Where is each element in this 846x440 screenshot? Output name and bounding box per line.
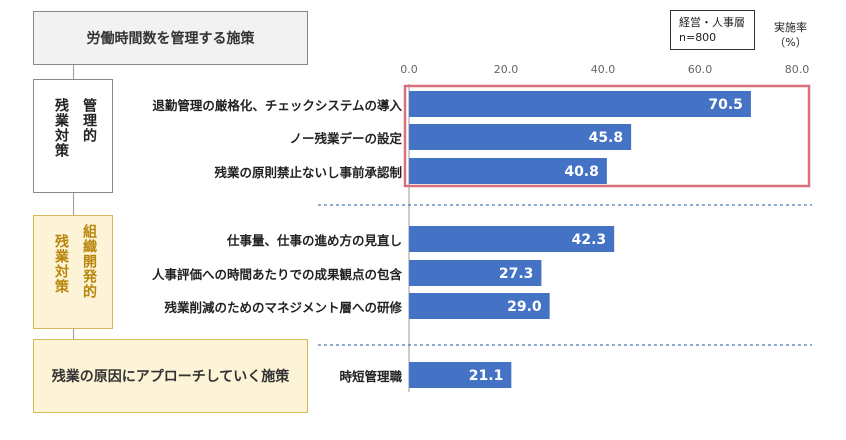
bar-value-label: 42.3 — [572, 232, 607, 248]
highlight-frame — [403, 84, 811, 188]
bar-value-label: 40.8 — [564, 164, 599, 180]
bar — [409, 293, 550, 319]
connector-line — [73, 193, 74, 215]
bar — [409, 158, 607, 184]
category-label: 人事評価への時間あたりでの成果観点の包含 — [151, 267, 402, 282]
bar — [409, 226, 615, 252]
unit-line-1: 実施率 — [774, 21, 807, 34]
unit-label: 実施率 （%） — [774, 20, 807, 50]
management-label-inner: 管理的 — [81, 98, 97, 143]
organizational-label-inner: 組織開発的 — [81, 224, 97, 299]
bar — [409, 362, 512, 388]
management-group-box: 管理的 残業対策 — [33, 79, 113, 193]
category-label: ノー残業デーの設定 — [289, 131, 402, 146]
unit-line-2: （%） — [774, 36, 807, 49]
x-tick-label: 20.0 — [494, 63, 519, 76]
bar-value-label: 45.8 — [589, 130, 624, 146]
bar-value-label: 70.5 — [708, 97, 743, 113]
connector-line — [73, 65, 74, 79]
x-tick-label: 0.0 — [400, 63, 418, 76]
root-cause-box: 残業の原因にアプローチしていく施策 — [33, 339, 308, 413]
respondents-label: 経営・人事層 — [679, 16, 745, 29]
management-label-outer: 残業対策 — [53, 98, 69, 158]
category-label: 時短管理職 — [339, 369, 402, 384]
x-tick-label: 40.0 — [591, 63, 616, 76]
organizational-label-outer: 残業対策 — [53, 234, 69, 294]
category-label: 仕事量、仕事の進め方の見直し — [226, 233, 402, 248]
respondents-box: 経営・人事層 n=800 — [670, 10, 755, 50]
category-label: 退勤管理の厳格化、チェックシステムの導入 — [152, 98, 402, 113]
bar — [409, 260, 542, 286]
bar — [409, 91, 751, 117]
x-tick-label: 80.0 — [785, 63, 810, 76]
sample-size: n=800 — [679, 31, 717, 44]
bar-value-label: 21.1 — [469, 368, 504, 384]
category-label: 残業の原則禁止ないし事前承認制 — [214, 165, 402, 180]
category-label: 残業削減のためのマネジメント層への研修 — [164, 300, 402, 315]
bar-value-label: 29.0 — [507, 299, 542, 315]
x-tick-label: 60.0 — [688, 63, 713, 76]
bar — [409, 124, 632, 150]
organizational-group-box: 組織開発的 残業対策 — [33, 215, 113, 329]
bar-value-label: 27.3 — [499, 266, 534, 282]
chart-section-title: 労働時間数を管理する施策 — [33, 11, 308, 65]
connector-line — [73, 329, 74, 339]
